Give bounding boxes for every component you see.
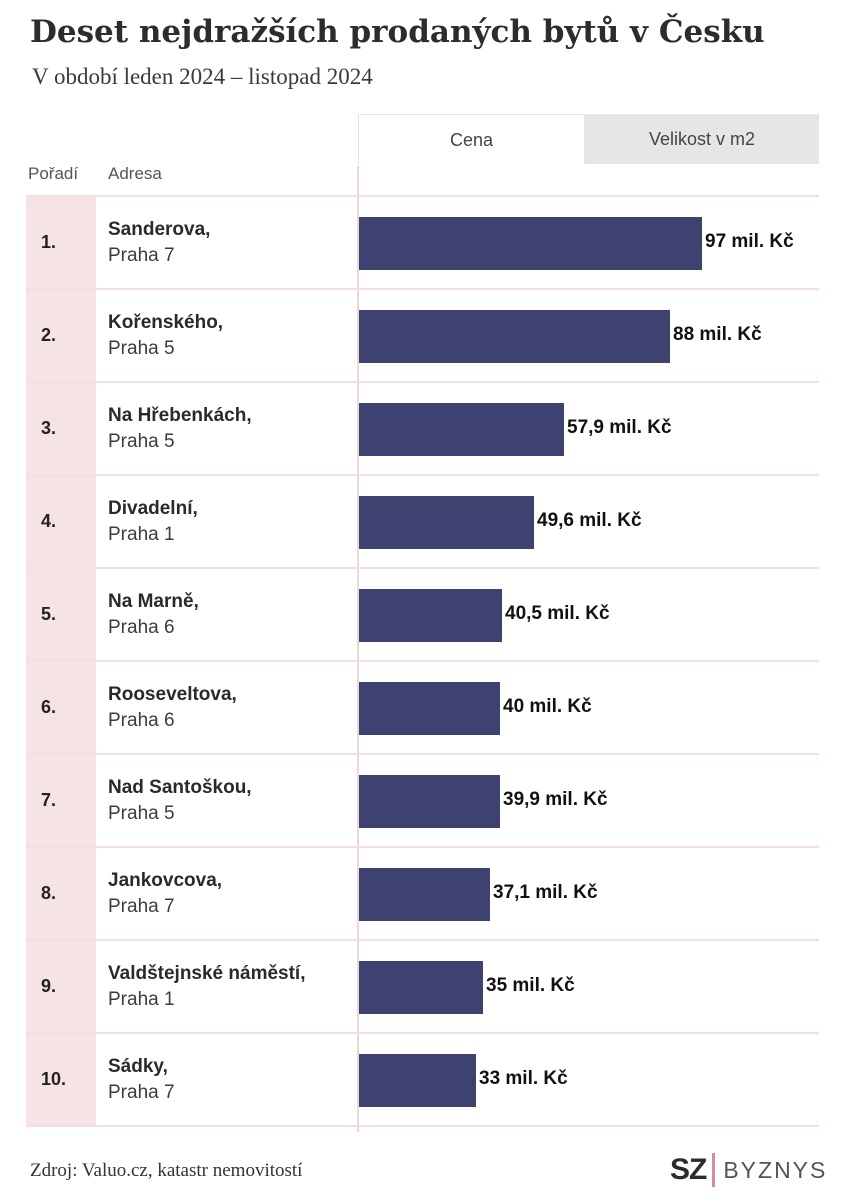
- tab-bar: Cena Velikost v m2: [358, 114, 819, 164]
- bar: [359, 868, 490, 921]
- bar: [359, 496, 534, 549]
- bar: [359, 775, 500, 828]
- rank-number: 4.: [41, 511, 57, 531]
- address-district: Praha 5: [108, 431, 175, 452]
- row-separator: [26, 567, 819, 569]
- address-street: Rooseveltova,: [108, 684, 237, 705]
- bar: [359, 961, 483, 1014]
- column-header-address: Adresa: [108, 164, 162, 183]
- tab-velikost[interactable]: Velikost v m2: [585, 114, 819, 164]
- address-district: Praha 1: [108, 989, 175, 1010]
- bar-value-label: 37,1 mil. Kč: [493, 882, 598, 903]
- address-street: Nad Santoškou,: [108, 777, 252, 798]
- bar: [359, 682, 500, 735]
- address-district: Praha 6: [108, 617, 175, 638]
- address-street: Valdštejnské náměstí,: [108, 963, 306, 984]
- address-street: Na Hřebenkách,: [108, 405, 252, 426]
- logo-separator: [712, 1153, 716, 1187]
- address-district: Praha 6: [108, 710, 175, 731]
- logo-byznys-text: BYZNYS: [723, 1156, 828, 1183]
- address-district: Praha 7: [108, 896, 175, 917]
- address-district: Praha 1: [108, 524, 175, 545]
- rank-number: 3.: [41, 418, 57, 438]
- row-separator: [26, 195, 819, 197]
- bar-value-label: 97 mil. Kč: [705, 231, 794, 252]
- address-district: Praha 7: [108, 245, 175, 266]
- rank-number: 9.: [41, 976, 57, 996]
- row-separator: [26, 846, 819, 848]
- source-note: Zdroj: Valuo.cz, katastr nemovitostí: [30, 1160, 303, 1181]
- chart-axis-divider: [357, 166, 359, 1132]
- address-street: Jankovcova,: [108, 870, 223, 891]
- row-separator: [26, 381, 819, 383]
- row-separator: [26, 1032, 819, 1034]
- bar-value-label: 40 mil. Kč: [503, 696, 592, 717]
- address-district: Praha 7: [108, 1082, 175, 1103]
- address-district: Praha 5: [108, 338, 175, 359]
- bar-value-label: 88 mil. Kč: [673, 324, 762, 345]
- rank-number: 8.: [41, 883, 57, 903]
- row-separator: [26, 288, 819, 290]
- address-district: Praha 5: [108, 803, 175, 824]
- address-street: Na Marně,: [108, 591, 199, 612]
- bar-value-label: 35 mil. Kč: [486, 975, 575, 996]
- bar-value-label: 57,9 mil. Kč: [567, 417, 672, 438]
- bar: [359, 589, 502, 642]
- bar-value-label: 49,6 mil. Kč: [537, 510, 642, 531]
- bar: [359, 310, 670, 363]
- bar-value-label: 39,9 mil. Kč: [503, 789, 608, 810]
- logo-sz-text: SZ: [670, 1153, 707, 1186]
- rank-number: 10.: [41, 1069, 67, 1089]
- column-header-rank: Pořadí: [28, 164, 79, 183]
- rank-number: 5.: [41, 604, 57, 624]
- rank-number: 2.: [41, 325, 57, 345]
- address-street: Sanderova,: [108, 219, 211, 240]
- chart-title: Deset nejdražších prodaných bytů v Česku: [30, 14, 765, 50]
- address-street: Sádky,: [108, 1056, 168, 1077]
- address-street: Divadelní,: [108, 498, 198, 519]
- row-separator: [26, 474, 819, 476]
- row-separator: [26, 753, 819, 755]
- bar: [359, 403, 564, 456]
- rank-number: 7.: [41, 790, 57, 810]
- bar-value-label: 33 mil. Kč: [479, 1068, 568, 1089]
- row-separator: [26, 1125, 819, 1127]
- publisher-logo: SZ BYZNYS: [670, 1150, 827, 1190]
- rank-number: 1.: [41, 232, 57, 252]
- bar-value-label: 40,5 mil. Kč: [505, 603, 610, 624]
- chart-subtitle: V období leden 2024 – listopad 2024: [32, 64, 373, 89]
- bar: [359, 217, 702, 270]
- row-separator: [26, 939, 819, 941]
- bar: [359, 1054, 476, 1107]
- address-street: Kořenského,: [108, 312, 224, 333]
- tab-cena[interactable]: Cena: [358, 114, 585, 164]
- rank-number: 6.: [41, 697, 57, 717]
- row-separator: [26, 660, 819, 662]
